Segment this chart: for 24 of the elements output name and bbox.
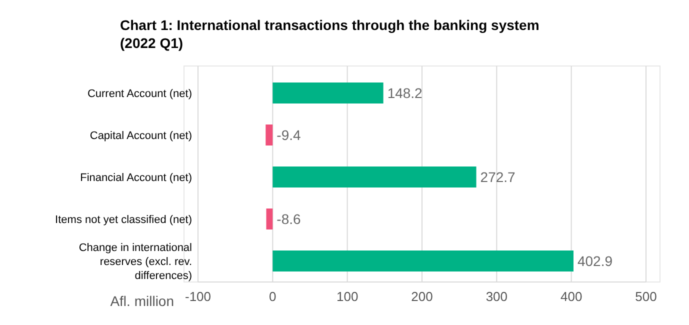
bar	[266, 208, 273, 230]
data-label: 148.2	[387, 84, 423, 101]
data-label: -9.4	[276, 126, 302, 143]
y-tick-label: Change in international reserves (excl. rev. differences)	[78, 242, 192, 282]
bar	[272, 250, 574, 272]
x-tick-label: 400	[560, 289, 582, 304]
bar	[266, 124, 273, 146]
x-tick-label: 0	[269, 289, 276, 304]
data-label: 402.9	[578, 252, 613, 269]
y-tick-label: Current Account (net)	[87, 88, 192, 100]
bar	[272, 166, 476, 188]
bar	[272, 82, 384, 104]
x-axis-title: Afl. million	[110, 293, 174, 309]
y-tick-label: Financial Account (net)	[80, 172, 192, 184]
x-tick-label: -100	[184, 289, 212, 304]
y-tick-label: Capital Account (net)	[90, 130, 192, 142]
data-label: 272.7	[480, 168, 516, 185]
x-tick-label: 100	[336, 289, 358, 304]
x-tick-label: 200	[411, 289, 433, 304]
y-tick-label: Items not yet classified (net)	[55, 214, 192, 226]
data-label: -8.6	[276, 210, 302, 227]
x-tick-label: 300	[486, 289, 508, 304]
x-tick-label: 500	[635, 289, 657, 304]
chart-title: Chart 1: International transactions through the banking system (2022 Q1)	[120, 17, 540, 51]
